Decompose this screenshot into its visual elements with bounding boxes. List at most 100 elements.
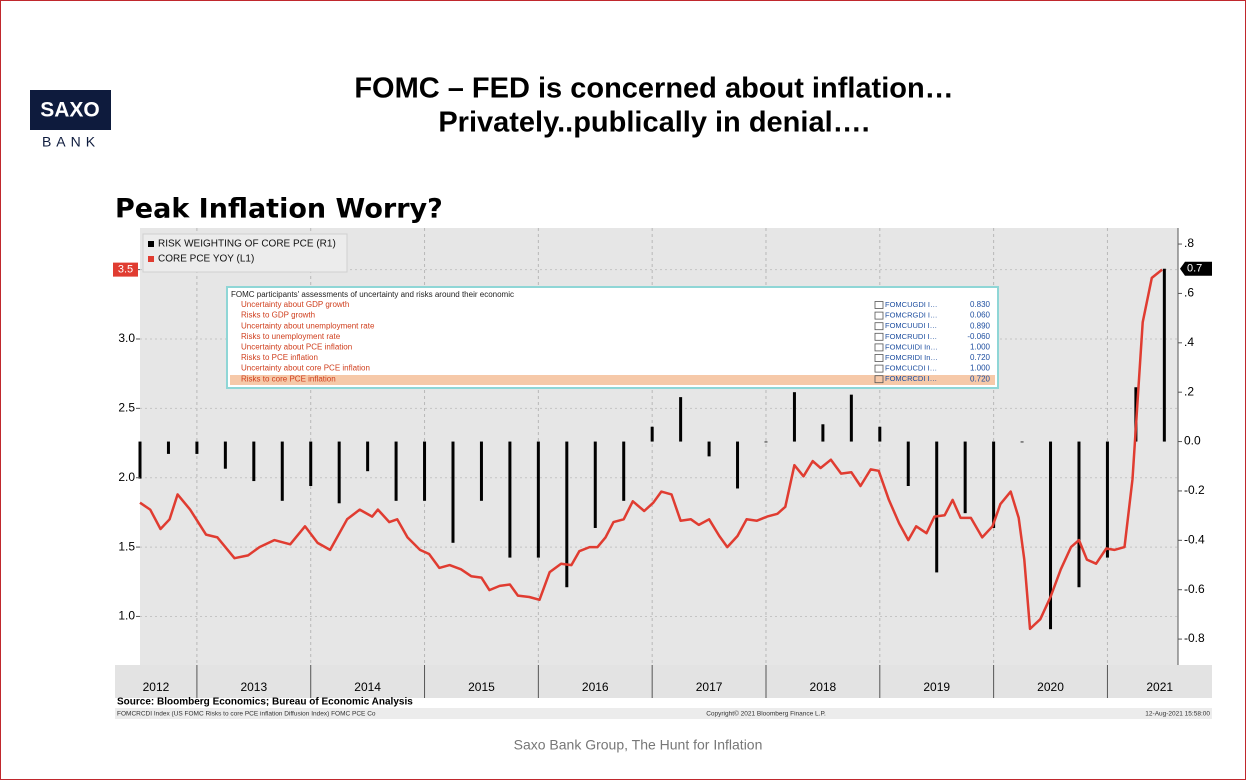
row-value: 0.720 [970,374,991,383]
row-name: Uncertainty about unemployment rate [241,321,375,330]
row-value: 0.720 [970,353,991,362]
row-name: Risks to core PCE inflation [241,374,336,383]
row-icon [874,343,884,352]
bar [792,392,796,442]
marks [138,268,1166,631]
copyright: Copyright© 2021 Bloomberg Finance L.P. [706,710,826,718]
row-name: Risks to PCE inflation [241,353,318,362]
row-ticker: FOMCRGDI I… [885,311,938,320]
bar [280,441,284,501]
row-value: 0.890 [970,321,991,330]
bar [451,441,455,543]
bar [679,397,683,442]
legend-swatch [148,241,154,247]
bar [366,441,370,472]
row-ticker: FOMCRUDI I… [885,332,937,341]
x-tick-label: 2013 [240,680,267,694]
y-tick-label: 2.0 [118,470,135,484]
bar [223,441,227,469]
x-axis-strip [115,665,1212,698]
row-icon [874,322,884,331]
bar [1162,268,1166,442]
logo-bottom: BANK [42,134,100,150]
bar [536,441,540,558]
axes: 2012 2013 2014 2015 2016 2017 2018 2019 2020 2021… [113,228,1212,698]
x-tick-label: 2020 [1037,680,1064,694]
x-tick-label: 2014 [354,680,381,694]
bar [337,441,341,504]
bar [622,441,626,501]
timestamp: 12-Aug-2021 15:58:00 [1145,711,1210,718]
x-tick-label: 2021 [1146,680,1173,694]
bar [963,441,967,514]
y2-tick-label: -0.2 [1184,483,1205,497]
last-value-box [113,262,138,277]
row-name: Risks to unemployment rate [241,332,341,341]
row-icon [874,332,884,341]
row-icon [874,311,884,320]
row-ticker: FOMCUIDI In… [885,342,938,351]
bar [195,441,199,454]
row-value: 0.060 [970,311,991,320]
bar [394,441,398,501]
bar [764,441,768,443]
y-tick-label: 2.5 [118,401,135,415]
caption: Saxo Bank Group, The Hunt for Inflation [514,737,763,753]
y2-tick-label: 0.0 [1184,434,1201,448]
legend: RISK WEIGHTING OF CORE PCE (R1) CORE PCE … [142,233,348,273]
x-tick-label: 2016 [582,680,609,694]
x-tick-label: 2017 [696,680,723,694]
line [139,268,1163,631]
bar [1020,441,1024,443]
bar [593,441,597,528]
row-icon [874,364,884,373]
legend-box [142,233,348,273]
row-ticker: FOMCRCDI I… [885,374,937,383]
last-value-label: 3.5 [118,264,133,276]
bar [1049,441,1053,630]
bar [252,441,256,482]
footer-strip [115,708,1212,719]
x-tick-label: 2018 [810,680,837,694]
inset-box [226,286,999,389]
source: Source: Bloomberg Economics; Bureau of E… [117,697,413,708]
legend-label: RISK WEIGHTING OF CORE PCE (R1) [158,239,336,250]
bar [166,441,170,454]
x-tick-label: 2012 [143,680,170,694]
bar [878,426,882,442]
y2-tick-label: -0.6 [1184,582,1205,596]
bar [479,441,483,501]
row-name: Uncertainty about core PCE inflation [241,364,370,373]
y2-tick-label: .2 [1184,384,1194,398]
inset-table: FOMC participants' assessments of uncert… [226,286,999,389]
y-tick-label: 3.0 [118,331,135,345]
y2-tick-label: .4 [1184,335,1194,349]
logo-box [30,90,111,130]
index-note: FOMCRCDI Index (US FOMC Risks to core PC… [117,711,376,718]
bar [423,441,427,501]
bar [565,441,569,588]
y2-tick-label: -0.4 [1184,532,1205,546]
bar [650,426,654,442]
y2-tick-label: -0.8 [1184,631,1205,645]
row-value: 0.830 [970,300,991,309]
bar [821,424,825,442]
bar [1105,441,1109,558]
row-icon [874,301,884,309]
bar [309,441,313,487]
bar [849,394,853,442]
row-icon [874,375,884,384]
row-highlight [230,375,995,385]
bar [736,441,740,489]
legend-swatch [148,256,154,262]
y-tick-label: 1.0 [118,609,135,623]
logo-top: SAXO [40,99,100,122]
row-ticker: FOMCUCDI I… [885,364,937,373]
row-ticker: FOMCRIDI In… [885,353,938,362]
row-value: 1.000 [970,364,991,373]
last-value-label: 0.7 [1187,263,1202,275]
x-tick-label: 2019 [923,680,950,694]
y-tick-label: 1.5 [118,539,135,553]
bar [935,441,939,573]
